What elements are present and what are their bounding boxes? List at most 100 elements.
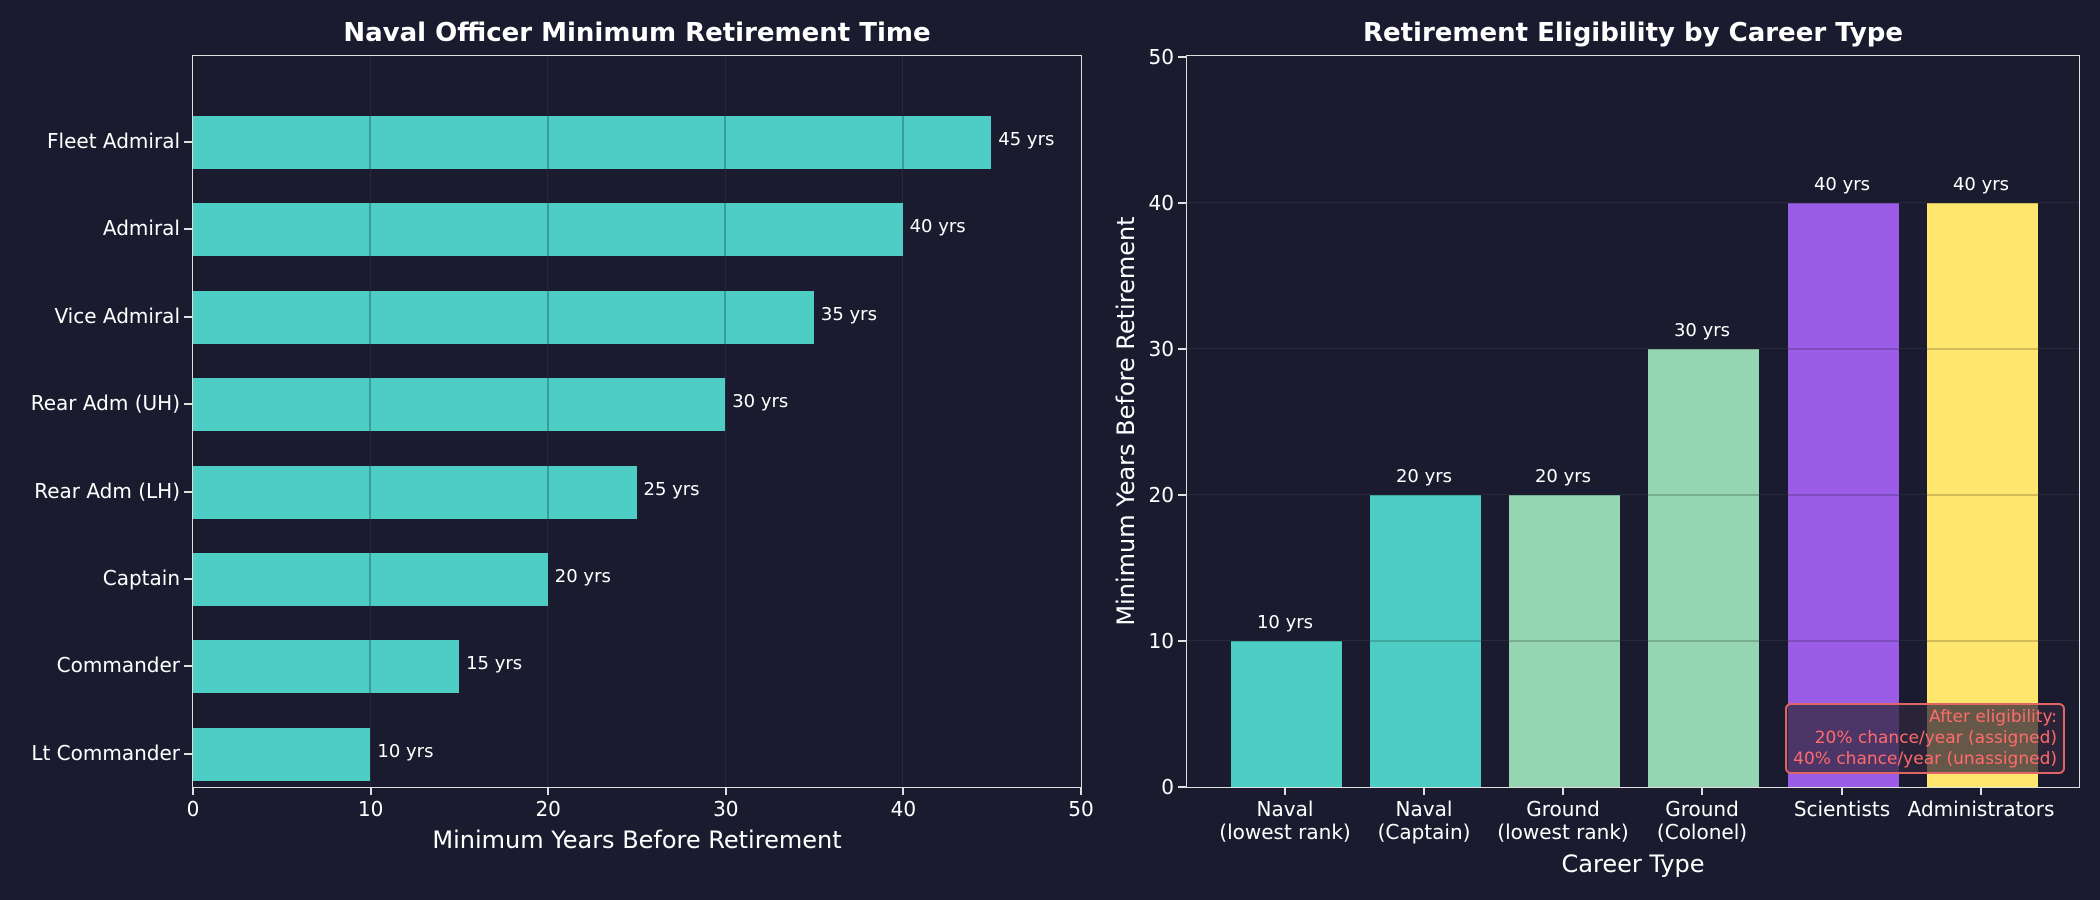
y-tick-label: Rear Adm (UH) <box>30 391 180 416</box>
y-tick-label: Lt Commander <box>31 740 180 765</box>
grid-line <box>1787 202 1899 204</box>
bar-naval-lowest-rank <box>1230 640 1342 787</box>
grid-line <box>369 203 372 257</box>
grid-line <box>1647 348 1759 350</box>
y-tick-label: Vice Admiral <box>54 303 180 328</box>
y-tick-mark <box>184 228 192 231</box>
y-tick-label: Admiral <box>102 216 180 241</box>
bar-admiral <box>193 203 903 257</box>
grid-line <box>1926 202 2038 204</box>
x-tick-label: Scientists <box>1794 798 1890 821</box>
note-line-3: 40% chance/year (unassigned) <box>1793 749 2057 769</box>
grid-line <box>1187 640 2079 641</box>
bar-value-label: 45 yrs <box>998 129 1055 150</box>
x-tick-mark <box>1562 787 1564 795</box>
category-line-1: Naval <box>1395 797 1453 821</box>
right-y-axis-label: Minimum Years Before Retirement <box>1112 216 1140 626</box>
y-tick-mark <box>1178 348 1186 350</box>
left-chart-axes <box>192 55 1082 788</box>
y-tick-mark <box>184 490 192 493</box>
x-tick-mark <box>1284 787 1286 795</box>
note-line-1: After eligibility: <box>1929 707 2057 727</box>
x-tick-label: Administrators <box>1908 798 2055 821</box>
bar-value-label: 40 yrs <box>1813 174 1871 195</box>
grid-line <box>1787 640 1899 642</box>
x-tick-label: Naval (Captain) <box>1378 798 1471 844</box>
y-tick-mark <box>1178 56 1186 58</box>
grid-line <box>724 116 727 169</box>
bar-ground-colonel <box>1647 348 1759 787</box>
x-tick-mark <box>1841 787 1843 795</box>
grid-line <box>546 203 549 257</box>
bar-lt-commander <box>193 727 371 781</box>
x-tick-label: Naval (lowest rank) <box>1219 798 1350 844</box>
grid-line <box>1926 494 2038 496</box>
bar-vice-admiral <box>193 290 814 344</box>
right-x-axis-label: Career Type <box>1561 850 1705 878</box>
y-tick-label: Rear Adm (LH) <box>34 478 180 503</box>
grid-line <box>369 290 372 344</box>
x-tick-label: 0 <box>186 797 200 821</box>
y-tick-mark <box>184 403 192 406</box>
grid-line <box>901 116 904 169</box>
x-tick-mark <box>1423 787 1425 795</box>
grid-line <box>724 203 727 257</box>
x-tick-mark <box>724 787 727 795</box>
grid-line <box>1787 494 1899 496</box>
category-line-2: (Colonel) <box>1656 820 1748 844</box>
category-line-1: Administrators <box>1907 797 2055 821</box>
y-tick-mark <box>184 141 192 143</box>
grid-line <box>1230 640 1342 642</box>
y-tick-mark <box>1178 202 1186 204</box>
y-tick-label: Commander <box>56 653 180 678</box>
grid-line <box>369 640 372 694</box>
bar-captain <box>193 553 548 606</box>
x-tick-label: 30 <box>713 797 739 821</box>
x-tick-label: 10 <box>357 797 384 821</box>
y-tick-mark <box>1178 494 1186 496</box>
category-line-1: Naval <box>1256 797 1314 821</box>
bar-value-label: 35 yrs <box>820 303 877 325</box>
x-tick-label: Ground (Colonel) <box>1657 798 1747 844</box>
grid-line <box>369 378 372 432</box>
grid-line <box>369 465 372 519</box>
grid-line <box>724 290 727 344</box>
bar-rear-adm-lh- <box>193 465 637 519</box>
note-line-2: 20% chance/year (assigned) <box>1814 728 2057 748</box>
grid-line <box>1508 494 1620 496</box>
x-tick-label: 50 <box>1068 797 1094 821</box>
bar-value-label: 20 yrs <box>554 566 611 587</box>
bar-value-label: 30 yrs <box>1673 320 1731 341</box>
x-tick-label: 20 <box>535 797 561 821</box>
grid-line <box>1926 348 2038 350</box>
x-tick-label: 40 <box>890 797 917 821</box>
y-tick-mark <box>184 315 192 318</box>
grid-line <box>1647 494 1759 496</box>
grid-line <box>546 116 549 169</box>
bar-rear-adm-uh- <box>193 378 726 432</box>
grid-line <box>1926 640 2038 642</box>
grid-line <box>1187 202 2079 203</box>
x-tick-mark <box>902 787 905 795</box>
y-tick-mark <box>1178 786 1186 788</box>
grid-line <box>1187 348 2079 349</box>
grid-line <box>546 290 549 344</box>
y-tick-mark <box>184 752 192 755</box>
category-line-1: Scientists <box>1793 797 1891 821</box>
category-line-2: (lowest rank) <box>1219 820 1351 844</box>
y-tick-mark <box>184 665 192 668</box>
grid-line <box>546 465 549 519</box>
bar-value-label: 25 yrs <box>643 478 700 500</box>
grid-line <box>546 378 549 432</box>
y-tick-label: 0 <box>1161 775 1174 799</box>
x-tick-mark <box>1701 787 1703 795</box>
y-tick-label: 20 <box>1148 483 1174 507</box>
bar-administrators <box>1926 202 2038 787</box>
x-tick-mark <box>547 787 550 795</box>
y-tick-label: Fleet Admiral <box>47 129 180 153</box>
bar-fleet-admiral <box>193 116 992 169</box>
grid-line <box>369 553 372 606</box>
eligibility-note: After eligibility: 20% chance/year (assi… <box>1785 703 2065 774</box>
grid-line <box>1647 640 1759 642</box>
right-chart-axes <box>1186 55 2080 788</box>
